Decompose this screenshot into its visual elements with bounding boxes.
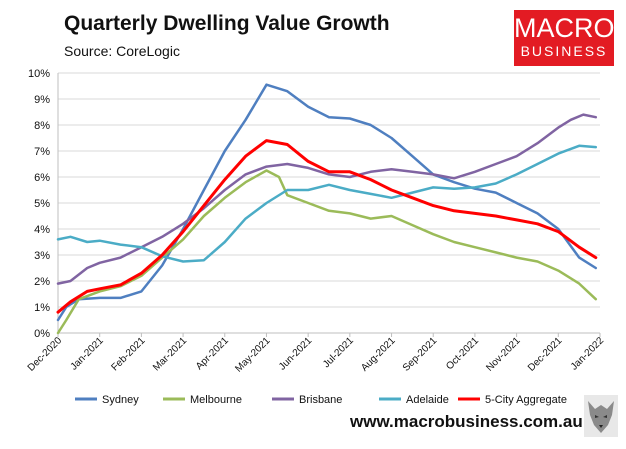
x-tick-label: May-2021 <box>233 335 273 375</box>
series-line-sydney <box>56 83 598 322</box>
y-tick-label: 3% <box>34 250 50 262</box>
series-line-adelaide <box>56 144 598 263</box>
x-tick-label: Dec-2021 <box>526 335 565 374</box>
x-tick-label: Dec-2020 <box>26 335 65 374</box>
y-tick-label: 7% <box>34 146 50 158</box>
y-tick-label: 8% <box>34 120 50 132</box>
x-tick-label: Jan-2022 <box>569 335 607 373</box>
x-tick-label: Aug-2021 <box>359 335 398 374</box>
macrobusiness-logo: MACRO BUSINESS <box>514 10 615 66</box>
x-tick-label: Mar-2021 <box>151 335 189 373</box>
x-tick-label: Apr-2021 <box>194 335 231 372</box>
x-tick-label: Jul-2021 <box>321 335 356 370</box>
x-tick-label: Jan-2021 <box>69 335 107 373</box>
y-tick-label: 9% <box>34 94 50 106</box>
legend-label-sydney: Sydney <box>102 394 139 406</box>
chart-title: Quarterly Dwelling Value Growth <box>64 12 390 35</box>
website-url: www.macrobusiness.com.au <box>350 412 583 431</box>
y-tick-label: 10% <box>28 68 50 80</box>
x-tick-label: Oct-2021 <box>444 335 481 372</box>
x-tick-label: Sep-2021 <box>401 335 440 374</box>
y-tick-label: 0% <box>34 328 50 340</box>
x-tick-label: Feb-2021 <box>109 335 147 373</box>
legend-label-adelaide: Adelaide <box>406 394 449 406</box>
y-tick-label: 2% <box>34 276 50 288</box>
y-tick-label: 4% <box>34 224 50 236</box>
logo-line-1: MACRO <box>514 13 615 43</box>
legend-label-melbourne: Melbourne <box>190 394 242 406</box>
series-line-melbourne <box>56 169 598 335</box>
series-line-5-city-aggregate <box>56 139 598 314</box>
y-tick-label: 6% <box>34 172 50 184</box>
y-tick-label: 5% <box>34 198 50 210</box>
logo-line-2: BUSINESS <box>520 43 608 59</box>
x-tick-label: Nov-2021 <box>484 335 523 374</box>
series-line-brisbane <box>56 113 598 285</box>
y-tick-label: 1% <box>34 302 50 314</box>
x-tick-label: Jun-2021 <box>277 335 315 373</box>
wolf-logo-icon <box>584 395 618 437</box>
chart-source: Source: CoreLogic <box>64 43 180 59</box>
legend-label-brisbane: Brisbane <box>299 394 342 406</box>
legend-label-5-city-aggregate: 5-City Aggregate <box>485 394 567 406</box>
